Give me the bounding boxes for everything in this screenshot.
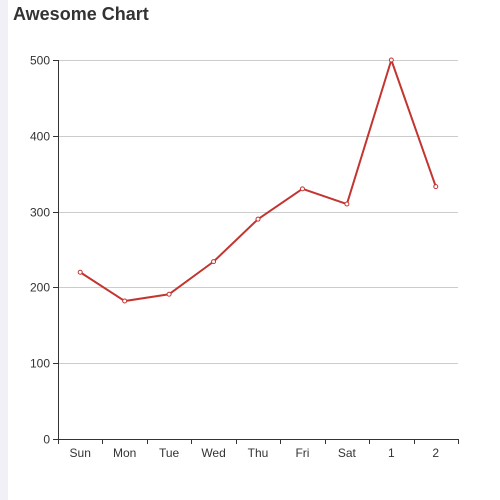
x-tick-label: Sun xyxy=(70,446,91,460)
x-tick-label: Thu xyxy=(248,446,269,460)
series-layer xyxy=(79,59,437,303)
data-point xyxy=(433,184,439,190)
x-tick-label: Mon xyxy=(113,446,136,460)
grid-lines xyxy=(58,60,458,364)
y-tick-label: 100 xyxy=(30,357,50,371)
data-point xyxy=(122,298,128,304)
y-axis-tick-labels: 0 100 200 300 400 500 xyxy=(30,54,50,447)
y-tick-label: 0 xyxy=(43,433,50,447)
x-tick-label: 1 xyxy=(388,446,395,460)
y-tick-label: 300 xyxy=(30,206,50,220)
data-point xyxy=(211,259,217,265)
data-point xyxy=(255,216,261,222)
x-tick-label: Wed xyxy=(201,446,225,460)
data-point xyxy=(166,291,172,297)
x-axis-tick-labels: Sun Mon Tue Wed Thu Fri Sat 1 2 xyxy=(70,446,440,460)
left-edge-strip xyxy=(0,0,8,500)
y-tick-label: 500 xyxy=(30,54,50,68)
data-point xyxy=(344,201,350,207)
data-point xyxy=(388,57,394,63)
data-points xyxy=(77,57,439,304)
data-point xyxy=(299,186,305,192)
y-tick-label: 200 xyxy=(30,281,50,295)
x-tick-label: Tue xyxy=(159,446,180,460)
y-tick-label: 400 xyxy=(30,130,50,144)
x-tick-label: Fri xyxy=(295,446,309,460)
chart-title: Awesome Chart xyxy=(13,4,149,24)
data-point xyxy=(77,269,83,275)
x-tick-label: 2 xyxy=(432,446,439,460)
series-line xyxy=(79,59,437,303)
axes xyxy=(53,60,459,444)
x-tick-label: Sat xyxy=(338,446,357,460)
